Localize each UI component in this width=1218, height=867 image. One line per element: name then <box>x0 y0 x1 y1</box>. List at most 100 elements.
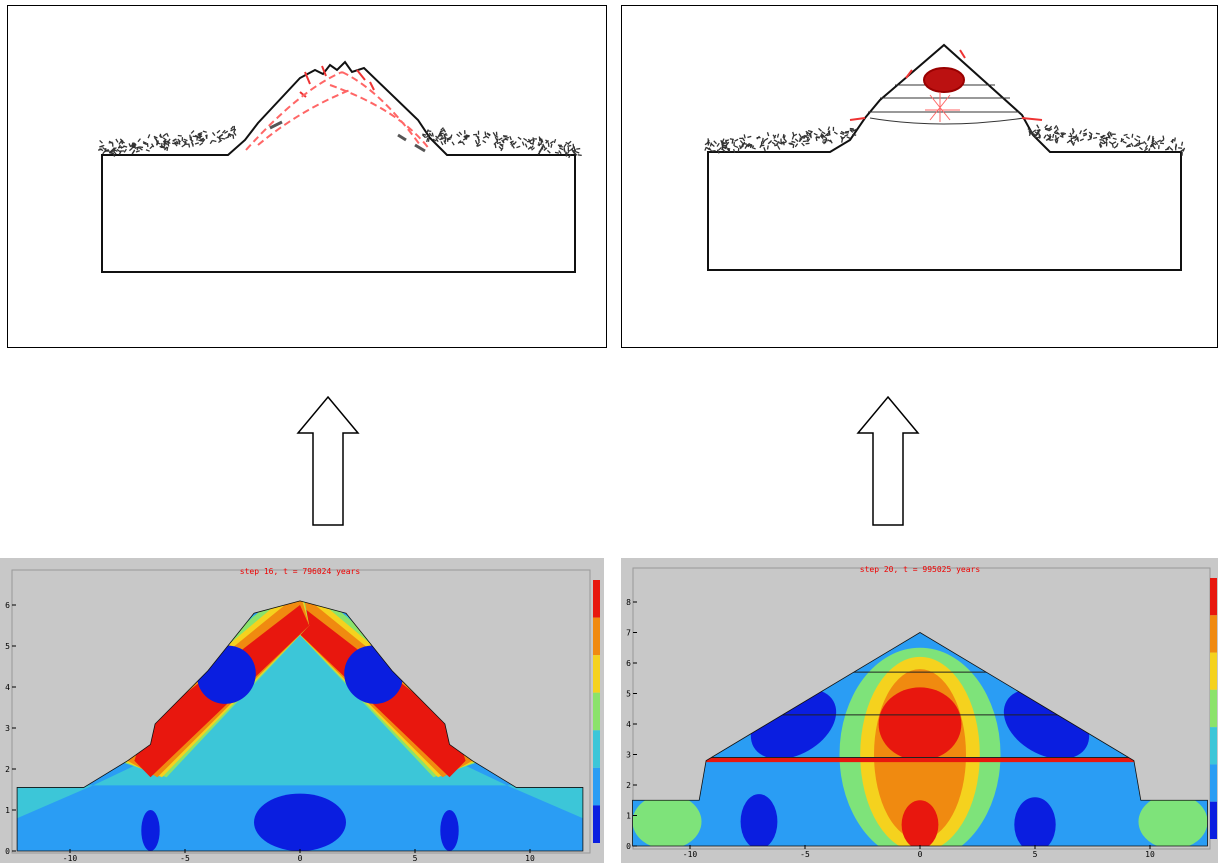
x-tick-label: 5 <box>413 854 418 863</box>
gravel-grain <box>479 139 480 143</box>
gravel-grain <box>495 144 496 148</box>
y-tick-label: 6 <box>5 601 10 610</box>
gravel-grain <box>551 144 552 148</box>
gravel-grain <box>578 155 582 156</box>
colorbar-step <box>1210 615 1217 652</box>
gravel-grain <box>768 146 769 150</box>
gravel-grain <box>1049 140 1053 141</box>
gravel-grain <box>1056 135 1057 139</box>
contour-band <box>1139 794 1208 849</box>
gravel-grain <box>160 134 161 138</box>
y-tick-label: 2 <box>5 765 10 774</box>
gravel-grain <box>189 144 190 148</box>
arrow-up <box>298 397 358 525</box>
y-tick-label: 2 <box>626 781 631 790</box>
x-tick-label: -10 <box>683 850 698 859</box>
gravel-grain <box>1103 138 1107 139</box>
colorbar-step <box>1210 578 1217 615</box>
colorbar-step <box>593 805 600 843</box>
gravel-grain <box>744 134 745 138</box>
colorbar-step <box>593 655 600 693</box>
gravel-grain <box>567 145 571 146</box>
gravel-grain <box>576 149 580 150</box>
contour-band <box>633 794 702 849</box>
y-tick-label: 0 <box>626 842 631 851</box>
y-tick-label: 1 <box>5 806 10 815</box>
gravel-grain <box>190 135 191 139</box>
gravel-grain <box>574 146 575 150</box>
x-tick-label: 0 <box>298 854 303 863</box>
x-tick-label: -5 <box>180 854 190 863</box>
colorbar-step <box>1210 727 1217 764</box>
gravel-grain <box>505 138 509 139</box>
colorbar-step <box>1210 653 1217 690</box>
gravel-grain <box>842 139 843 143</box>
contour-band <box>141 810 159 851</box>
contour-band <box>879 687 962 760</box>
gravel-grain <box>1096 133 1100 134</box>
colorbar-step <box>593 730 600 768</box>
colorbar-step <box>593 618 600 656</box>
y-tick-label: 5 <box>626 690 631 699</box>
gravel-grain <box>198 140 202 141</box>
gravel-grain <box>485 132 486 136</box>
gravel-grain <box>816 137 817 141</box>
gravel-grain <box>168 143 169 147</box>
x-tick-label: 10 <box>525 854 535 863</box>
gravel-grain <box>743 143 747 144</box>
y-tick-label: 3 <box>5 724 10 733</box>
gravel-grain <box>1163 136 1164 140</box>
gravel-grain <box>555 152 559 153</box>
gravel-grain <box>1083 133 1087 134</box>
gravel-grain <box>845 131 849 132</box>
gravel-grain <box>429 138 430 142</box>
gravel-grain <box>1175 137 1176 141</box>
gravel-grain <box>444 134 448 135</box>
x-tick-label: -10 <box>63 854 78 863</box>
gravel-grain <box>132 147 136 148</box>
plot-title: step 20, t = 995025 years <box>860 565 981 574</box>
contour-band <box>902 800 939 849</box>
gravel-grain <box>1053 134 1054 138</box>
gravel-grain <box>539 142 540 146</box>
gravel-grain <box>1182 142 1183 146</box>
gravel-grain <box>1111 132 1112 136</box>
y-tick-label: 3 <box>626 751 631 760</box>
y-tick-label: 6 <box>626 659 631 668</box>
gravel-grain <box>440 131 441 135</box>
colorbar-step <box>593 580 600 618</box>
colorbar-step <box>593 768 600 806</box>
contour-band <box>254 794 346 851</box>
gravel-grain <box>221 138 225 139</box>
gravel-grain <box>763 138 764 142</box>
gravel-grain <box>730 139 734 140</box>
plot-title: step 16, t = 796024 years <box>240 567 361 576</box>
gravel-grain <box>774 145 778 146</box>
x-tick-label: -5 <box>800 850 810 859</box>
gravel-grain <box>826 138 827 142</box>
model-frame-left <box>8 6 607 348</box>
contour-band <box>1014 797 1055 852</box>
y-tick-label: 4 <box>5 683 10 692</box>
y-tick-label: 7 <box>626 629 631 638</box>
colorbar-step <box>1210 802 1217 839</box>
x-tick-label: 0 <box>918 850 923 859</box>
gravel-grain <box>1033 135 1037 136</box>
gravel-grain <box>1031 133 1035 134</box>
model-frame-right <box>622 6 1218 348</box>
gravel-grain <box>1132 134 1133 138</box>
gravel-grain <box>172 143 176 144</box>
colorbar-step <box>1210 690 1217 727</box>
contour-band <box>741 794 778 849</box>
x-tick-label: 5 <box>1033 850 1038 859</box>
contour-band <box>440 810 458 851</box>
gravel-grain <box>212 141 216 142</box>
gravel-grain <box>732 140 733 144</box>
colorbar-step <box>1210 764 1217 801</box>
gravel-grain <box>139 147 143 148</box>
x-tick-label: 10 <box>1145 850 1155 859</box>
contour-band <box>706 758 1134 763</box>
gravel-grain <box>811 134 812 138</box>
y-tick-label: 0 <box>5 847 10 856</box>
